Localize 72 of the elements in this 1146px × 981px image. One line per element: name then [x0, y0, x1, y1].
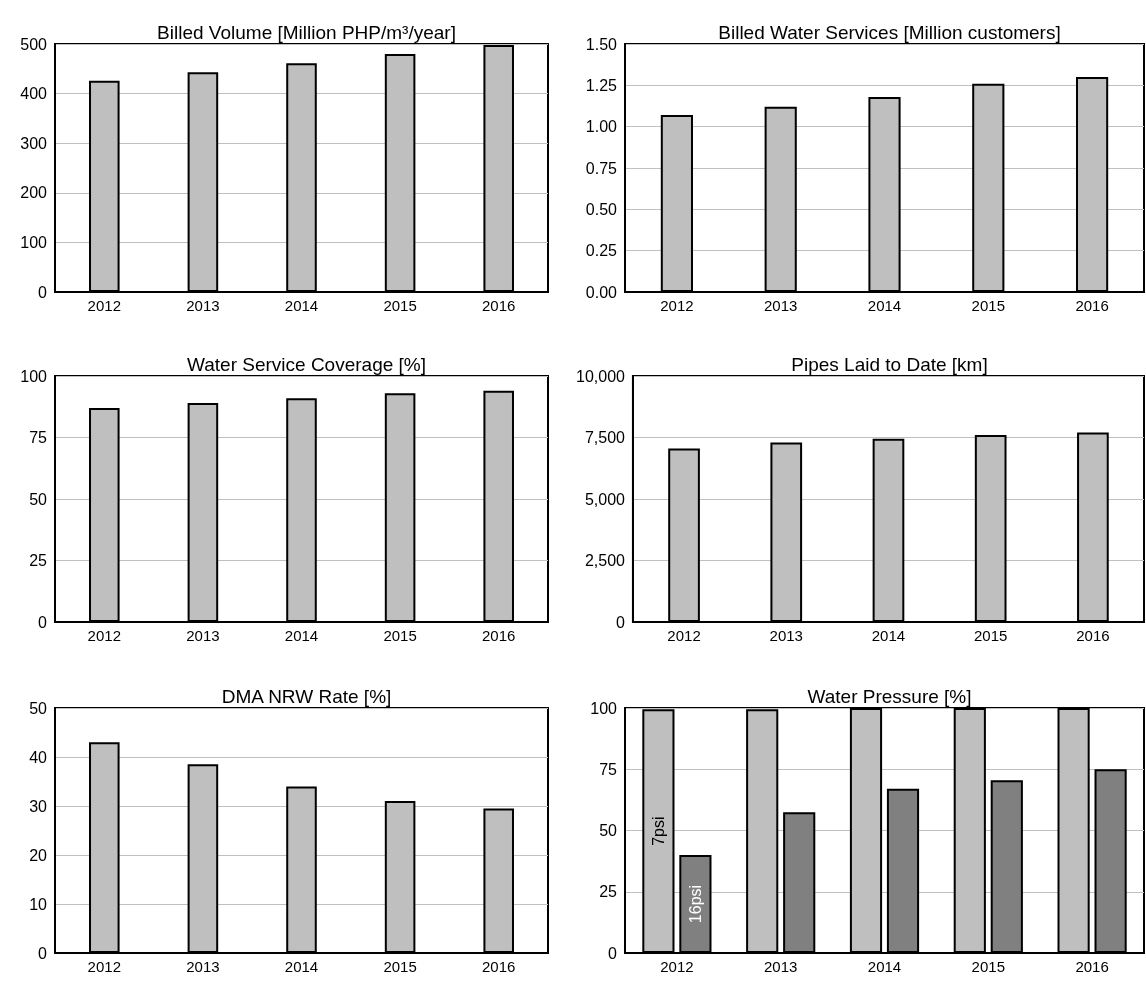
x-tick-label: 2013 [186, 958, 220, 975]
y-tick-label: 200 [20, 184, 48, 202]
x-tick-label: 2014 [284, 958, 319, 975]
series-label: 7psi [649, 816, 667, 846]
x-tick-label: 2012 [87, 958, 121, 975]
y-tick-label: 25 [599, 883, 618, 901]
x-tick-label: 2012 [660, 958, 694, 975]
y-tick-label: 30 [29, 797, 48, 815]
y-tick-label: 0.00 [585, 283, 618, 301]
y-tick-label: 0.25 [585, 242, 618, 260]
chart-title: Billed Volume [Million PHP/m³/year] [157, 22, 456, 43]
series-label: 16psi [686, 884, 704, 924]
y-tick-label: 100 [20, 367, 48, 385]
y-tick-label: 10 [29, 895, 48, 913]
x-tick-label: 2015 [971, 958, 1005, 975]
y-tick-label: 500 [20, 35, 48, 53]
chart-title: Water Pressure [%] [807, 686, 972, 707]
y-tick-label: 400 [20, 85, 48, 103]
x-tick-label: 2016 [1076, 627, 1110, 644]
x-tick-label: 2016 [1075, 958, 1109, 975]
y-tick-label: 0.75 [585, 159, 618, 177]
x-tick-label: 2014 [871, 627, 906, 644]
chart-title: DMA NRW Rate [%] [221, 686, 392, 707]
y-tick-label: 50 [29, 490, 48, 508]
y-tick-label: 20 [29, 846, 48, 864]
y-tick-label: 75 [29, 429, 48, 446]
chart-title: Water Service Coverage [%] [187, 354, 426, 375]
y-tick-label: 50 [599, 822, 618, 839]
x-tick-label: 2014 [867, 297, 902, 314]
y-tick-label: 0 [38, 944, 48, 962]
x-tick-label: 2013 [769, 627, 803, 644]
y-tick-label: 25 [29, 552, 48, 569]
x-tick-label: 2016 [1075, 297, 1109, 314]
x-tick-label: 2013 [764, 958, 798, 975]
x-tick-label: 2013 [764, 297, 798, 314]
y-tick-label: 300 [20, 134, 48, 152]
chart-title: Pipes Laid to Date [km] [791, 354, 988, 375]
x-tick-label: 2016 [482, 958, 516, 975]
y-tick-label: 1.50 [585, 35, 618, 53]
y-tick-label: 2,500 [584, 552, 626, 569]
x-tick-label: 2014 [284, 627, 319, 644]
x-tick-label: 2016 [482, 627, 516, 644]
chart-title: Billed Water Services [Million customers] [718, 22, 1061, 43]
x-tick-label: 2015 [383, 627, 417, 644]
y-tick-label: 0 [616, 613, 626, 631]
y-tick-label: 50 [29, 699, 48, 717]
x-tick-label: 2016 [482, 297, 516, 314]
x-tick-label: 2015 [971, 297, 1005, 314]
x-tick-label: 2012 [667, 627, 701, 644]
x-tick-label: 2013 [186, 297, 220, 314]
x-tick-label: 2012 [660, 297, 694, 314]
y-tick-label: 5,000 [584, 490, 626, 508]
x-tick-label: 2015 [383, 297, 417, 314]
y-tick-label: 75 [599, 760, 618, 778]
x-tick-label: 2014 [867, 958, 902, 975]
y-tick-label: 7,500 [584, 429, 626, 446]
x-tick-label: 2012 [87, 297, 121, 314]
y-tick-label: 10,000 [576, 367, 626, 385]
y-tick-label: 100 [20, 233, 48, 251]
y-tick-label: 0 [608, 944, 618, 962]
x-tick-label: 2013 [186, 627, 220, 644]
y-tick-label: 40 [29, 748, 48, 766]
y-tick-label: 1.00 [585, 118, 618, 136]
y-tick-label: 0.50 [585, 200, 618, 218]
y-tick-label: 0 [38, 283, 48, 301]
x-tick-label: 2012 [87, 627, 121, 644]
x-tick-label: 2015 [973, 627, 1008, 644]
y-tick-label: 100 [590, 699, 618, 717]
x-tick-label: 2014 [284, 297, 319, 314]
y-tick-label: 0 [38, 613, 48, 631]
x-tick-label: 2015 [383, 958, 417, 975]
y-tick-label: 1.25 [585, 76, 618, 94]
